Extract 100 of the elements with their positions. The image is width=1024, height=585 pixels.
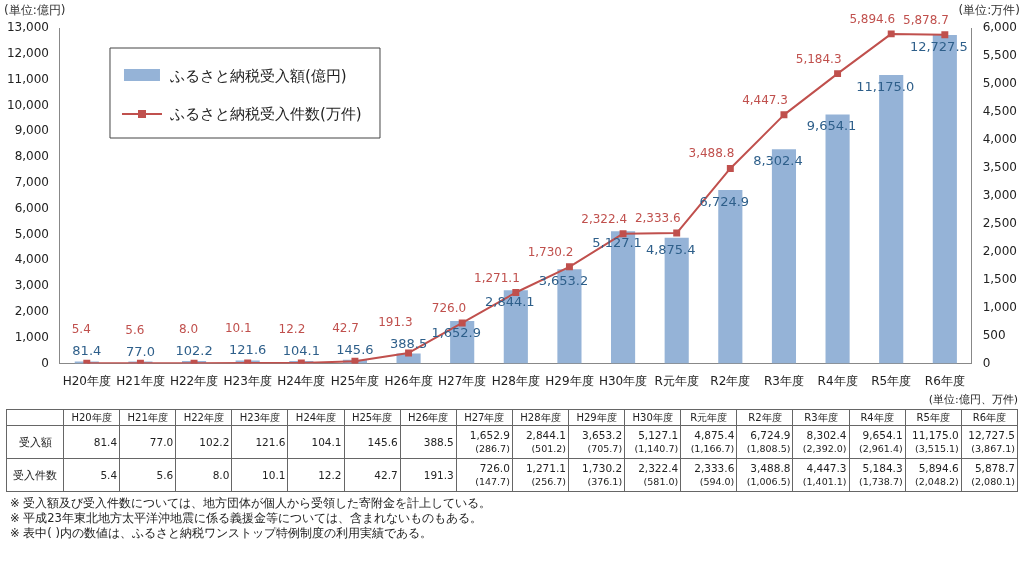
y-tick-label: 7,000 (14, 175, 49, 190)
y-tick-label: 13,000 (6, 20, 49, 35)
text: (2,961.4) (857, 442, 903, 455)
text: (147.7) (474, 475, 510, 488)
y2-tick-label: 3,500 (982, 159, 1018, 174)
text: 726.0 (479, 462, 510, 474)
text: 3,653.2 (582, 429, 623, 441)
y2-tick-label: 0 (982, 355, 991, 370)
text: (1,140.7) (633, 442, 679, 455)
y-tick-label: 10,000 (6, 97, 49, 112)
text: (2,392.0) (801, 442, 847, 455)
data-label: 5.6 (125, 322, 145, 337)
text: 42.7 (374, 468, 398, 481)
text: 10.1 (262, 468, 286, 481)
category-label: H23年度 (239, 412, 280, 423)
text: ※ 受入額及び受入件数については、地方団体が個人から受領した寄附金を計上している。 (10, 496, 493, 511)
y2-tick-label: 5,500 (982, 48, 1018, 63)
text: 受入件数 (6, 458, 64, 492)
text: (594.0) (698, 475, 735, 488)
text: 2,322.4 (638, 462, 679, 474)
text: 81.4 (93, 435, 118, 448)
y-tick-label: 9,000 (14, 123, 49, 138)
text: 12,727.5 (968, 429, 1015, 441)
text: 5.4 (100, 468, 118, 481)
text: (1,166.7) (689, 442, 735, 455)
data-label: 5,894.6 (849, 11, 896, 26)
data-label: 1,271.1 (474, 270, 520, 285)
y-axis-title: (単位:億円) (4, 3, 66, 17)
y2-tick-label: 6,000 (982, 20, 1018, 35)
text: 6,724.9 (750, 429, 791, 441)
y-tick-label: 2,000 (14, 304, 49, 319)
data-label: 8.0 (178, 321, 199, 336)
category-label: H28年度 (520, 412, 561, 423)
category-label: H22年度 (183, 412, 224, 423)
text: 4,447.3 (806, 462, 847, 474)
x-tick-label: H20年度 (62, 373, 111, 388)
text: (単位:億円、万件) (927, 392, 1018, 407)
x-tick-label: H21年度 (116, 373, 165, 388)
y2-tick-label: 5,000 (982, 76, 1018, 91)
category-label: R4年度 (860, 412, 894, 423)
text: (1,006.5) (745, 475, 791, 488)
text: 388.5 (423, 435, 454, 448)
text: (376.1) (586, 475, 623, 488)
category-label: R元年度 (690, 412, 728, 423)
text: (2,048.2) (914, 475, 959, 488)
text: (1,401.1) (801, 475, 847, 488)
y2-tick-label: 3,000 (982, 187, 1018, 202)
data-label: 42.7 (332, 320, 359, 335)
y2-tick-label: 1,500 (982, 271, 1018, 286)
y-tick-label: 11,000 (6, 71, 49, 86)
legend-label: ふるさと納税受入額(億円) (168, 67, 347, 85)
data-label: 388.5 (389, 335, 428, 351)
x-tick-label: R元年度 (654, 373, 699, 388)
data-label: 9,654.1 (806, 118, 857, 134)
category-label: H27年度 (464, 412, 505, 423)
text: 5,184.3 (862, 462, 903, 474)
text: 5,878.7 (974, 462, 1015, 474)
y2-tick-label: 4,000 (982, 131, 1018, 146)
y2-axis-title: (単位:万件) (958, 3, 1020, 17)
x-tick-label: R3年度 (763, 373, 804, 388)
data-label: 11,175.0 (856, 79, 915, 95)
text: 5,894.6 (918, 462, 959, 474)
text: (256.7) (530, 475, 566, 488)
data-label: 191.3 (378, 314, 413, 329)
text: (286.7) (474, 442, 510, 455)
y2-tick-label: 2,500 (982, 215, 1018, 230)
text: (3,867.1) (970, 442, 1015, 455)
x-tick-label: H22年度 (169, 373, 219, 388)
text: 102.2 (199, 435, 230, 448)
category-label: H24年度 (295, 412, 337, 423)
text: 8,302.4 (806, 429, 847, 441)
category-label: R2年度 (748, 412, 782, 423)
x-tick-label: H24年度 (277, 373, 326, 388)
data-label: 5,878.7 (903, 12, 949, 27)
text: 191.3 (423, 468, 454, 481)
x-tick-label: H26年度 (384, 373, 433, 388)
text: ※ 表中( )内の数値は、ふるさと納税ワンストップ特例制度の利用実績である。 (10, 526, 433, 541)
category-label: H21年度 (127, 412, 168, 423)
y-tick-label: 6,000 (14, 200, 49, 215)
data-label: 726.0 (431, 300, 467, 315)
text: ※ 平成23年東北地方太平洋沖地震に係る義援金等については、含まれないものもある。 (10, 511, 483, 526)
x-tick-label: R5年度 (871, 373, 912, 388)
text: (1,738.7) (857, 475, 903, 488)
data-label: 2,333.6 (634, 211, 681, 226)
text: 121.6 (255, 435, 286, 448)
text: 2,844.1 (525, 429, 566, 441)
y2-tick-label: 1,000 (982, 299, 1018, 314)
data-label: 2,322.4 (581, 211, 628, 226)
data-label: 5.4 (71, 322, 91, 337)
data-label: 81.4 (72, 343, 102, 359)
text: (501.2) (530, 442, 566, 455)
data-label: 5,184.3 (795, 51, 842, 66)
data-label: 145.6 (336, 341, 374, 357)
text: 3,488.8 (750, 462, 791, 474)
text: (581.0) (642, 475, 679, 488)
data-label: 4,875.4 (645, 241, 696, 257)
text: 12.2 (318, 468, 342, 481)
text: 5,127.1 (638, 429, 679, 441)
category-label: R5年度 (916, 412, 950, 423)
x-tick-label: R6年度 (924, 373, 965, 388)
